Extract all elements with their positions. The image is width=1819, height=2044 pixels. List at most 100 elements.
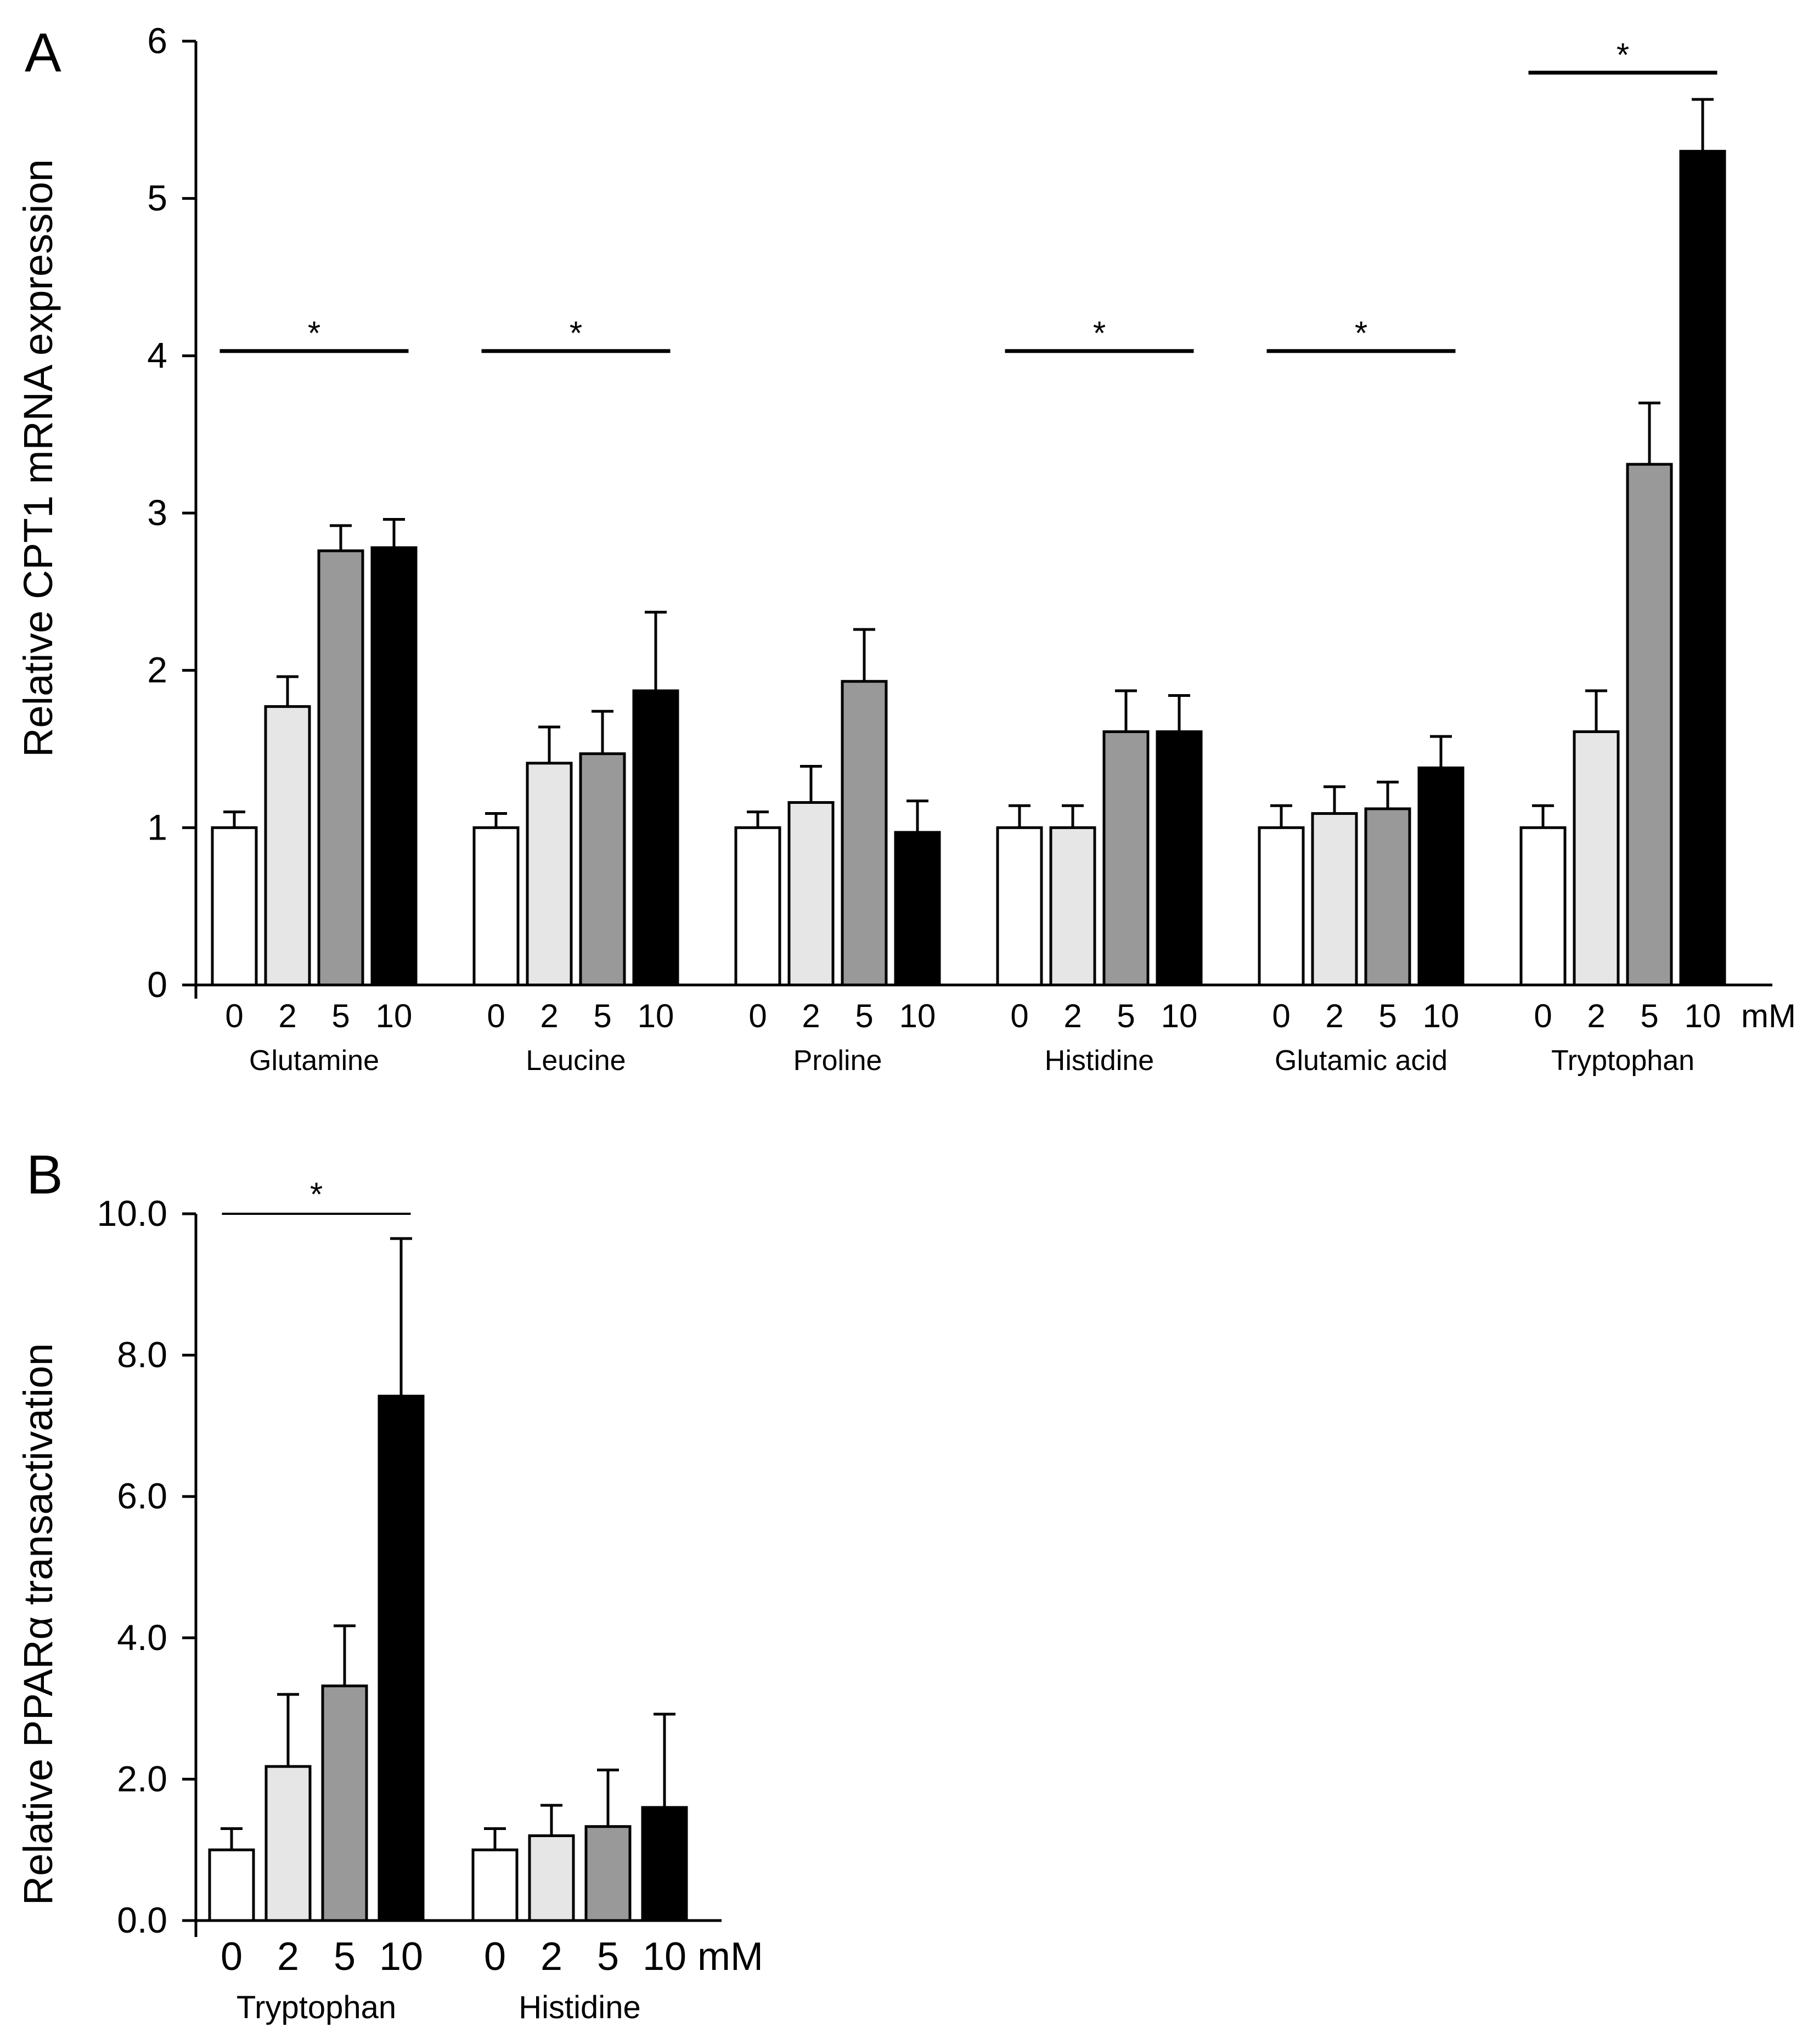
panel-a-x-tick-label: 2 bbox=[278, 998, 296, 1034]
panel-a-significance-star: * bbox=[1093, 315, 1106, 352]
panel-a-y-tick-label: 6 bbox=[147, 20, 167, 61]
panel-a-x-tick-label: 2 bbox=[1063, 998, 1082, 1034]
panel-a-x-tick-label: 2 bbox=[1587, 998, 1605, 1034]
panel-a-label: A bbox=[25, 22, 61, 83]
panel-a-x-tick-label: 10 bbox=[1685, 998, 1721, 1034]
panel-a-x-tick-label: 0 bbox=[1534, 998, 1552, 1034]
panel-b-group-label: Histidine bbox=[519, 1990, 640, 2025]
panel-b-bar bbox=[471, 1848, 519, 1922]
panel-b-x-tick-label: 0 bbox=[221, 1935, 243, 1979]
panel-a-group-label: Glutamine bbox=[249, 1045, 379, 1077]
panel-b-y-tick-label: 2.0 bbox=[117, 1758, 167, 1799]
panel-a-bar bbox=[1156, 730, 1203, 987]
panel-b-y-tick-label: 6.0 bbox=[117, 1476, 167, 1516]
panel-b-bar bbox=[584, 1825, 632, 1922]
panel-a-group-label: Proline bbox=[793, 1045, 882, 1077]
panel-a-x-tick-label: 2 bbox=[802, 998, 820, 1034]
panel-a-significance-star: * bbox=[570, 315, 582, 352]
panel-a-y-tick-label: 2 bbox=[147, 650, 167, 690]
panel-a-y-tick-label: 1 bbox=[147, 807, 167, 847]
panel-a-significance-star: * bbox=[1617, 36, 1629, 73]
panel-a-y-tick-label: 5 bbox=[147, 178, 167, 218]
panel-b-y-axis-label: Relative PPARα transactivation bbox=[15, 1343, 61, 1905]
panel-a-group-label: Glutamic acid bbox=[1275, 1045, 1448, 1077]
panel-a-x-tick-label: 10 bbox=[376, 998, 413, 1034]
panel-b-bar bbox=[208, 1848, 255, 1922]
panel-b-bar bbox=[321, 1684, 368, 1922]
panel-b-y-tick-label: 0.0 bbox=[117, 1900, 167, 1940]
panel-b-bar bbox=[264, 1765, 312, 1922]
panel-a-group-label: Tryptophan bbox=[1551, 1045, 1694, 1077]
panel-a-bar bbox=[1311, 812, 1358, 987]
panel-a-bar bbox=[211, 826, 258, 987]
panel-a-x-tick-label: 10 bbox=[1161, 998, 1198, 1034]
panel-a-y-tick-label: 4 bbox=[147, 335, 167, 375]
panel-a-x-tick-label: 0 bbox=[748, 998, 767, 1034]
panel-b-x-tick-label: 10 bbox=[643, 1935, 686, 1979]
panel-a-bar bbox=[1573, 730, 1620, 987]
panel-a-x-tick-label: 5 bbox=[1117, 998, 1135, 1034]
panel-a-bar bbox=[317, 549, 364, 987]
panel-a-unit-label: mM bbox=[1741, 998, 1796, 1034]
panel-b-x-tick-label: 0 bbox=[484, 1935, 506, 1979]
panel-a-bar bbox=[1519, 826, 1567, 987]
panel-b-x-tick-label: 5 bbox=[597, 1935, 619, 1979]
panel-a-significance-star: * bbox=[1355, 315, 1367, 352]
panel-b-x-tick-label: 2 bbox=[277, 1935, 299, 1979]
panel-b-label: B bbox=[26, 1144, 63, 1206]
panel-b-bar bbox=[378, 1394, 425, 1922]
panel-b-x-tick-label: 5 bbox=[334, 1935, 356, 1979]
panel-b-chart: B Relative PPARα transactivation 0.0 2.0 4… bbox=[15, 1144, 763, 2025]
panel-a-group-label: Leucine bbox=[526, 1045, 626, 1077]
panel-a-bar bbox=[526, 762, 573, 987]
panel-a-bar bbox=[472, 826, 520, 987]
panel-a-x-tick-label: 10 bbox=[638, 998, 674, 1034]
panel-a-bar bbox=[1626, 463, 1673, 987]
panel-a-significance-star: * bbox=[308, 315, 320, 352]
panel-a-y-axis-label: Relative CPT1 mRNA expression bbox=[15, 159, 61, 757]
panel-a-x-tick-label: 0 bbox=[1010, 998, 1028, 1034]
panel-a-bar bbox=[894, 831, 941, 987]
panel-b-x-tick-label: 10 bbox=[379, 1935, 423, 1979]
panel-a-group-label: Histidine bbox=[1045, 1045, 1154, 1077]
panel-a-x-tick-label: 0 bbox=[225, 998, 243, 1034]
panel-a-bar bbox=[1258, 826, 1305, 987]
panel-b-y-tick-label: 8.0 bbox=[117, 1334, 167, 1375]
panel-b-bar bbox=[641, 1806, 688, 1922]
panel-b-significance-star: * bbox=[310, 1176, 323, 1213]
panel-a-bar bbox=[1679, 150, 1726, 987]
panel-a-bar bbox=[1364, 807, 1411, 987]
panel-b-y-tick-label: 4.0 bbox=[117, 1617, 167, 1658]
panel-a-bar bbox=[1049, 826, 1096, 987]
panel-a-y-tick-label: 3 bbox=[147, 492, 167, 533]
panel-a-y-tick-label: 0 bbox=[147, 964, 167, 1005]
panel-a-x-tick-label: 5 bbox=[1378, 998, 1396, 1034]
panel-b-unit-label: mM bbox=[697, 1935, 763, 1979]
panel-a-x-tick-label: 5 bbox=[855, 998, 873, 1034]
panel-a-bar bbox=[1417, 766, 1465, 987]
panel-a-bar bbox=[632, 689, 679, 987]
panel-a-bar bbox=[1102, 730, 1150, 987]
panel-b-y-tick-label: 10.0 bbox=[97, 1193, 167, 1234]
panel-a-bar bbox=[734, 826, 781, 987]
panel-a-bar bbox=[787, 801, 835, 987]
panel-a-x-tick-label: 5 bbox=[1640, 998, 1658, 1034]
panel-a-x-tick-label: 2 bbox=[1325, 998, 1343, 1034]
panel-a-bar bbox=[264, 705, 311, 987]
panel-a-x-tick-label: 5 bbox=[593, 998, 611, 1034]
panel-a-x-tick-label: 10 bbox=[899, 998, 936, 1034]
panel-a-x-tick-label: 5 bbox=[331, 998, 350, 1034]
panel-a-x-tick-label: 0 bbox=[487, 998, 505, 1034]
panel-a-bar bbox=[579, 752, 626, 987]
panel-b-bar bbox=[528, 1834, 575, 1922]
panel-a-x-tick-label: 0 bbox=[1272, 998, 1290, 1034]
panel-a-bar bbox=[996, 826, 1043, 987]
panel-a-x-tick-label: 2 bbox=[540, 998, 558, 1034]
panel-a-bar bbox=[841, 680, 888, 987]
panel-b-x-tick-label: 2 bbox=[540, 1935, 562, 1979]
panel-a-x-tick-label: 10 bbox=[1423, 998, 1460, 1034]
panel-a-chart: A Relative CPT1 mRNA expression 0 1 2 3 4 5 6 0… bbox=[15, 20, 1796, 1077]
panel-b-group-label: Tryptophan bbox=[236, 1990, 396, 2025]
panel-a-bar bbox=[370, 546, 418, 987]
